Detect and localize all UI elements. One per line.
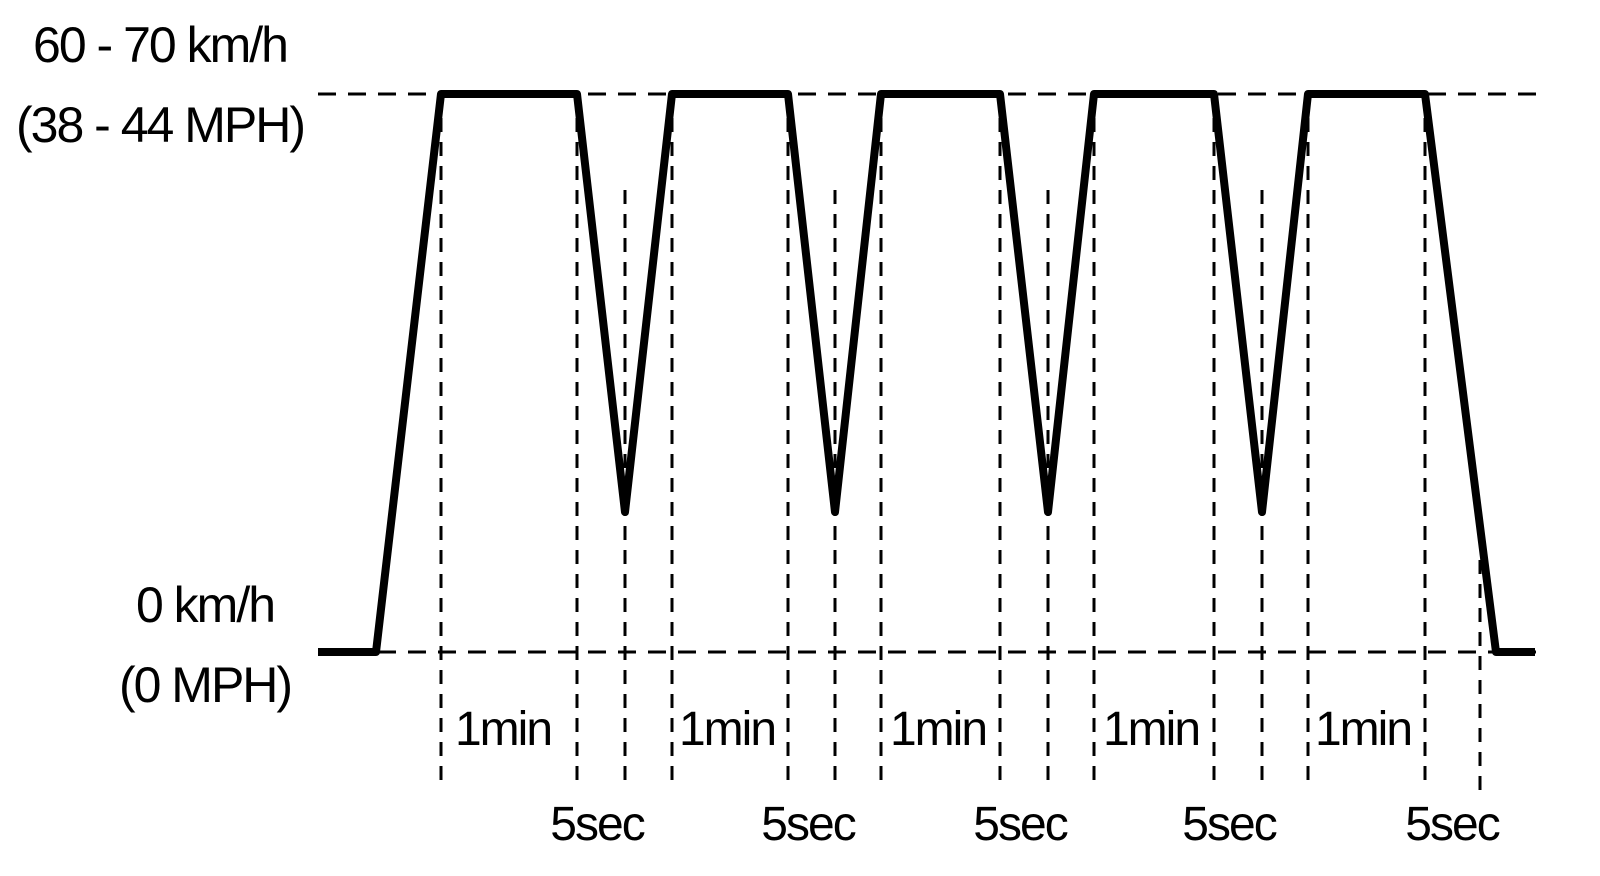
dip-duration-label: 5sec xyxy=(1182,798,1276,851)
high-speed-kmh-label: 60 - 70 km/h xyxy=(33,17,287,73)
dip-duration-label: 5sec xyxy=(973,798,1067,851)
dip-duration-label: 5sec xyxy=(550,798,644,851)
hold-duration-label: 1min xyxy=(1315,703,1411,756)
zero-speed-kmh-label: 0 km/h xyxy=(136,577,274,633)
hold-duration-label: 1min xyxy=(455,703,551,756)
dip-duration-label: 5sec xyxy=(1405,798,1499,851)
hold-duration-labels: 1min 1min 1min 1min 1min xyxy=(455,703,1413,756)
zero-speed-label: 0 km/h (0 MPH) xyxy=(119,577,293,713)
hold-duration-label: 1min xyxy=(679,703,775,756)
high-speed-mph-label: (38 - 44 MPH) xyxy=(16,97,304,153)
hold-duration-label: 1min xyxy=(890,703,986,756)
speed-profile-line xyxy=(318,90,1535,656)
zero-speed-mph-label: (0 MPH) xyxy=(119,657,291,713)
dip-duration-labels: 5sec 5sec 5sec 5sec 5sec xyxy=(550,798,1501,851)
dip-duration-label: 5sec xyxy=(761,798,855,851)
high-speed-label: 60 - 70 km/h (38 - 44 MPH) xyxy=(16,17,306,153)
timing-markers xyxy=(439,94,1482,790)
hold-duration-label: 1min xyxy=(1103,703,1199,756)
